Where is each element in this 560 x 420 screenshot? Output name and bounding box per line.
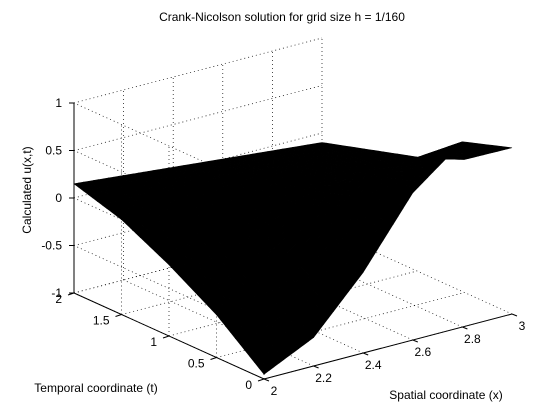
x-tick [462, 326, 468, 330]
z-tick-label: 0 [55, 191, 62, 205]
floor-grid-line [123, 279, 314, 367]
z-tick-label: 0.5 [45, 144, 62, 158]
x-tick-label: 3 [519, 319, 526, 333]
x-tick-label: 2.8 [464, 332, 481, 346]
y-tick [162, 335, 170, 339]
y-axis-label: Temporal coordinate (t) [34, 381, 157, 395]
floor-grid-line [272, 240, 463, 328]
x-tick-label: 2.4 [365, 358, 382, 372]
x-tick [363, 352, 369, 356]
surface-patch [502, 146, 513, 150]
x-axis-label: Spatial coordinate (x) [389, 388, 502, 402]
label-layer: Crank-Nicolson solution for grid size h … [20, 10, 503, 402]
y-tick-label: 1.5 [93, 314, 110, 328]
z-tick-label: -0.5 [41, 239, 62, 253]
axis-line [263, 313, 513, 380]
side-wall-grid-line [73, 245, 265, 332]
x-tick [263, 378, 270, 382]
z-tick-label: 1 [55, 96, 62, 110]
x-tick [313, 365, 319, 369]
back-wall-grid-line [73, 85, 323, 151]
y-tick-label: 2 [55, 292, 62, 306]
x-tick [412, 339, 418, 343]
x-tick-label: 2 [271, 384, 278, 398]
y-tick [257, 378, 265, 382]
z-axis-label: Calculated u(x,t) [20, 146, 34, 233]
y-tick-label: 0 [245, 378, 252, 392]
chart-title: Crank-Nicolson solution for grid size h … [159, 10, 405, 24]
surface-layer [73, 141, 513, 375]
y-tick [115, 314, 122, 317]
y-tick-label: 1 [150, 335, 157, 349]
z-tick-label: -1 [51, 286, 62, 300]
y-tick [210, 357, 217, 360]
side-wall-grid-line [73, 102, 265, 190]
x-tick-label: 2.6 [414, 345, 431, 359]
x-tick [511, 313, 518, 317]
floor-grid-line [216, 292, 465, 358]
y-tick-label: 0.5 [188, 357, 205, 371]
x-tick-label: 2.2 [315, 371, 332, 385]
back-wall-grid-line [73, 37, 323, 104]
